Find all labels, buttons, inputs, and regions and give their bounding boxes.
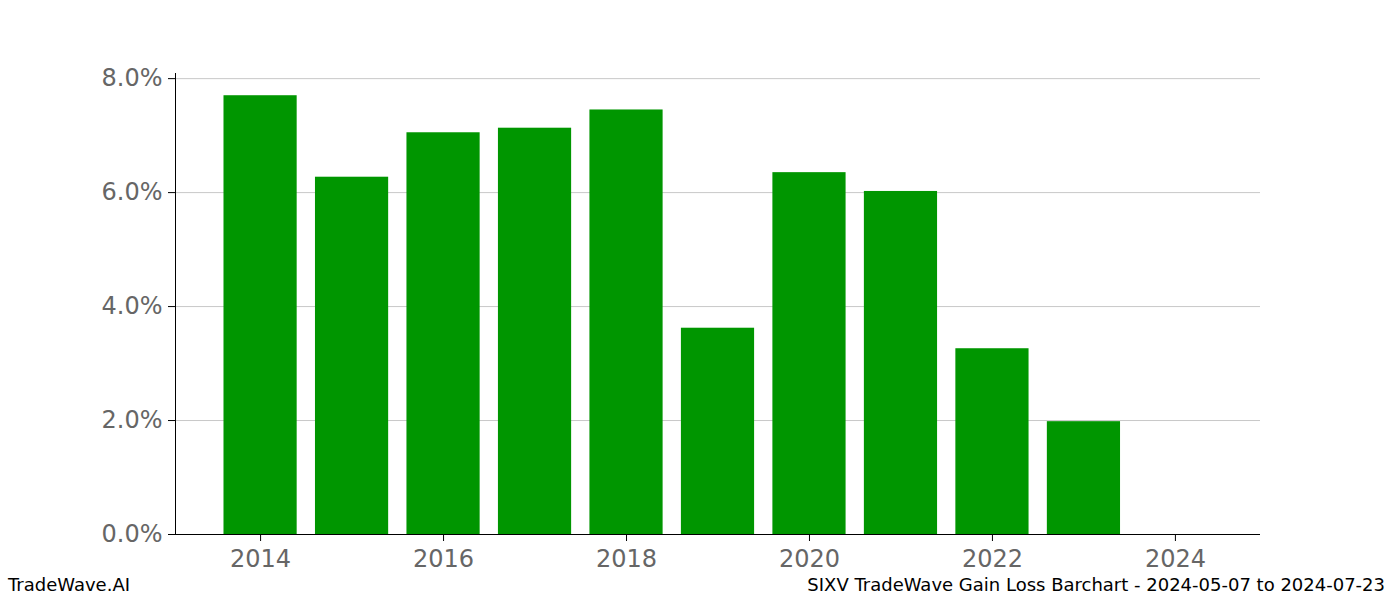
svg-text:8.0%: 8.0%: [102, 64, 163, 92]
svg-text:2024: 2024: [1145, 545, 1206, 573]
html-text:TradeWave.AI: TradeWave.AI: [8, 574, 130, 595]
html-text:SIXV TradeWave Gain Loss Barch: SIXV TradeWave Gain Loss Barchart - 2024…: [807, 574, 1385, 595]
svg-text:2018: 2018: [596, 545, 657, 573]
svg-text:0.0%: 0.0%: [102, 520, 163, 548]
svg-text:2020: 2020: [779, 545, 840, 573]
svg-text:2022: 2022: [962, 545, 1023, 573]
svg-text:4.0%: 4.0%: [102, 292, 163, 320]
svg-text:2014: 2014: [230, 545, 291, 573]
svg-text:2.0%: 2.0%: [102, 406, 163, 434]
svg-text:2016: 2016: [413, 545, 474, 573]
svg-text:6.0%: 6.0%: [102, 178, 163, 206]
